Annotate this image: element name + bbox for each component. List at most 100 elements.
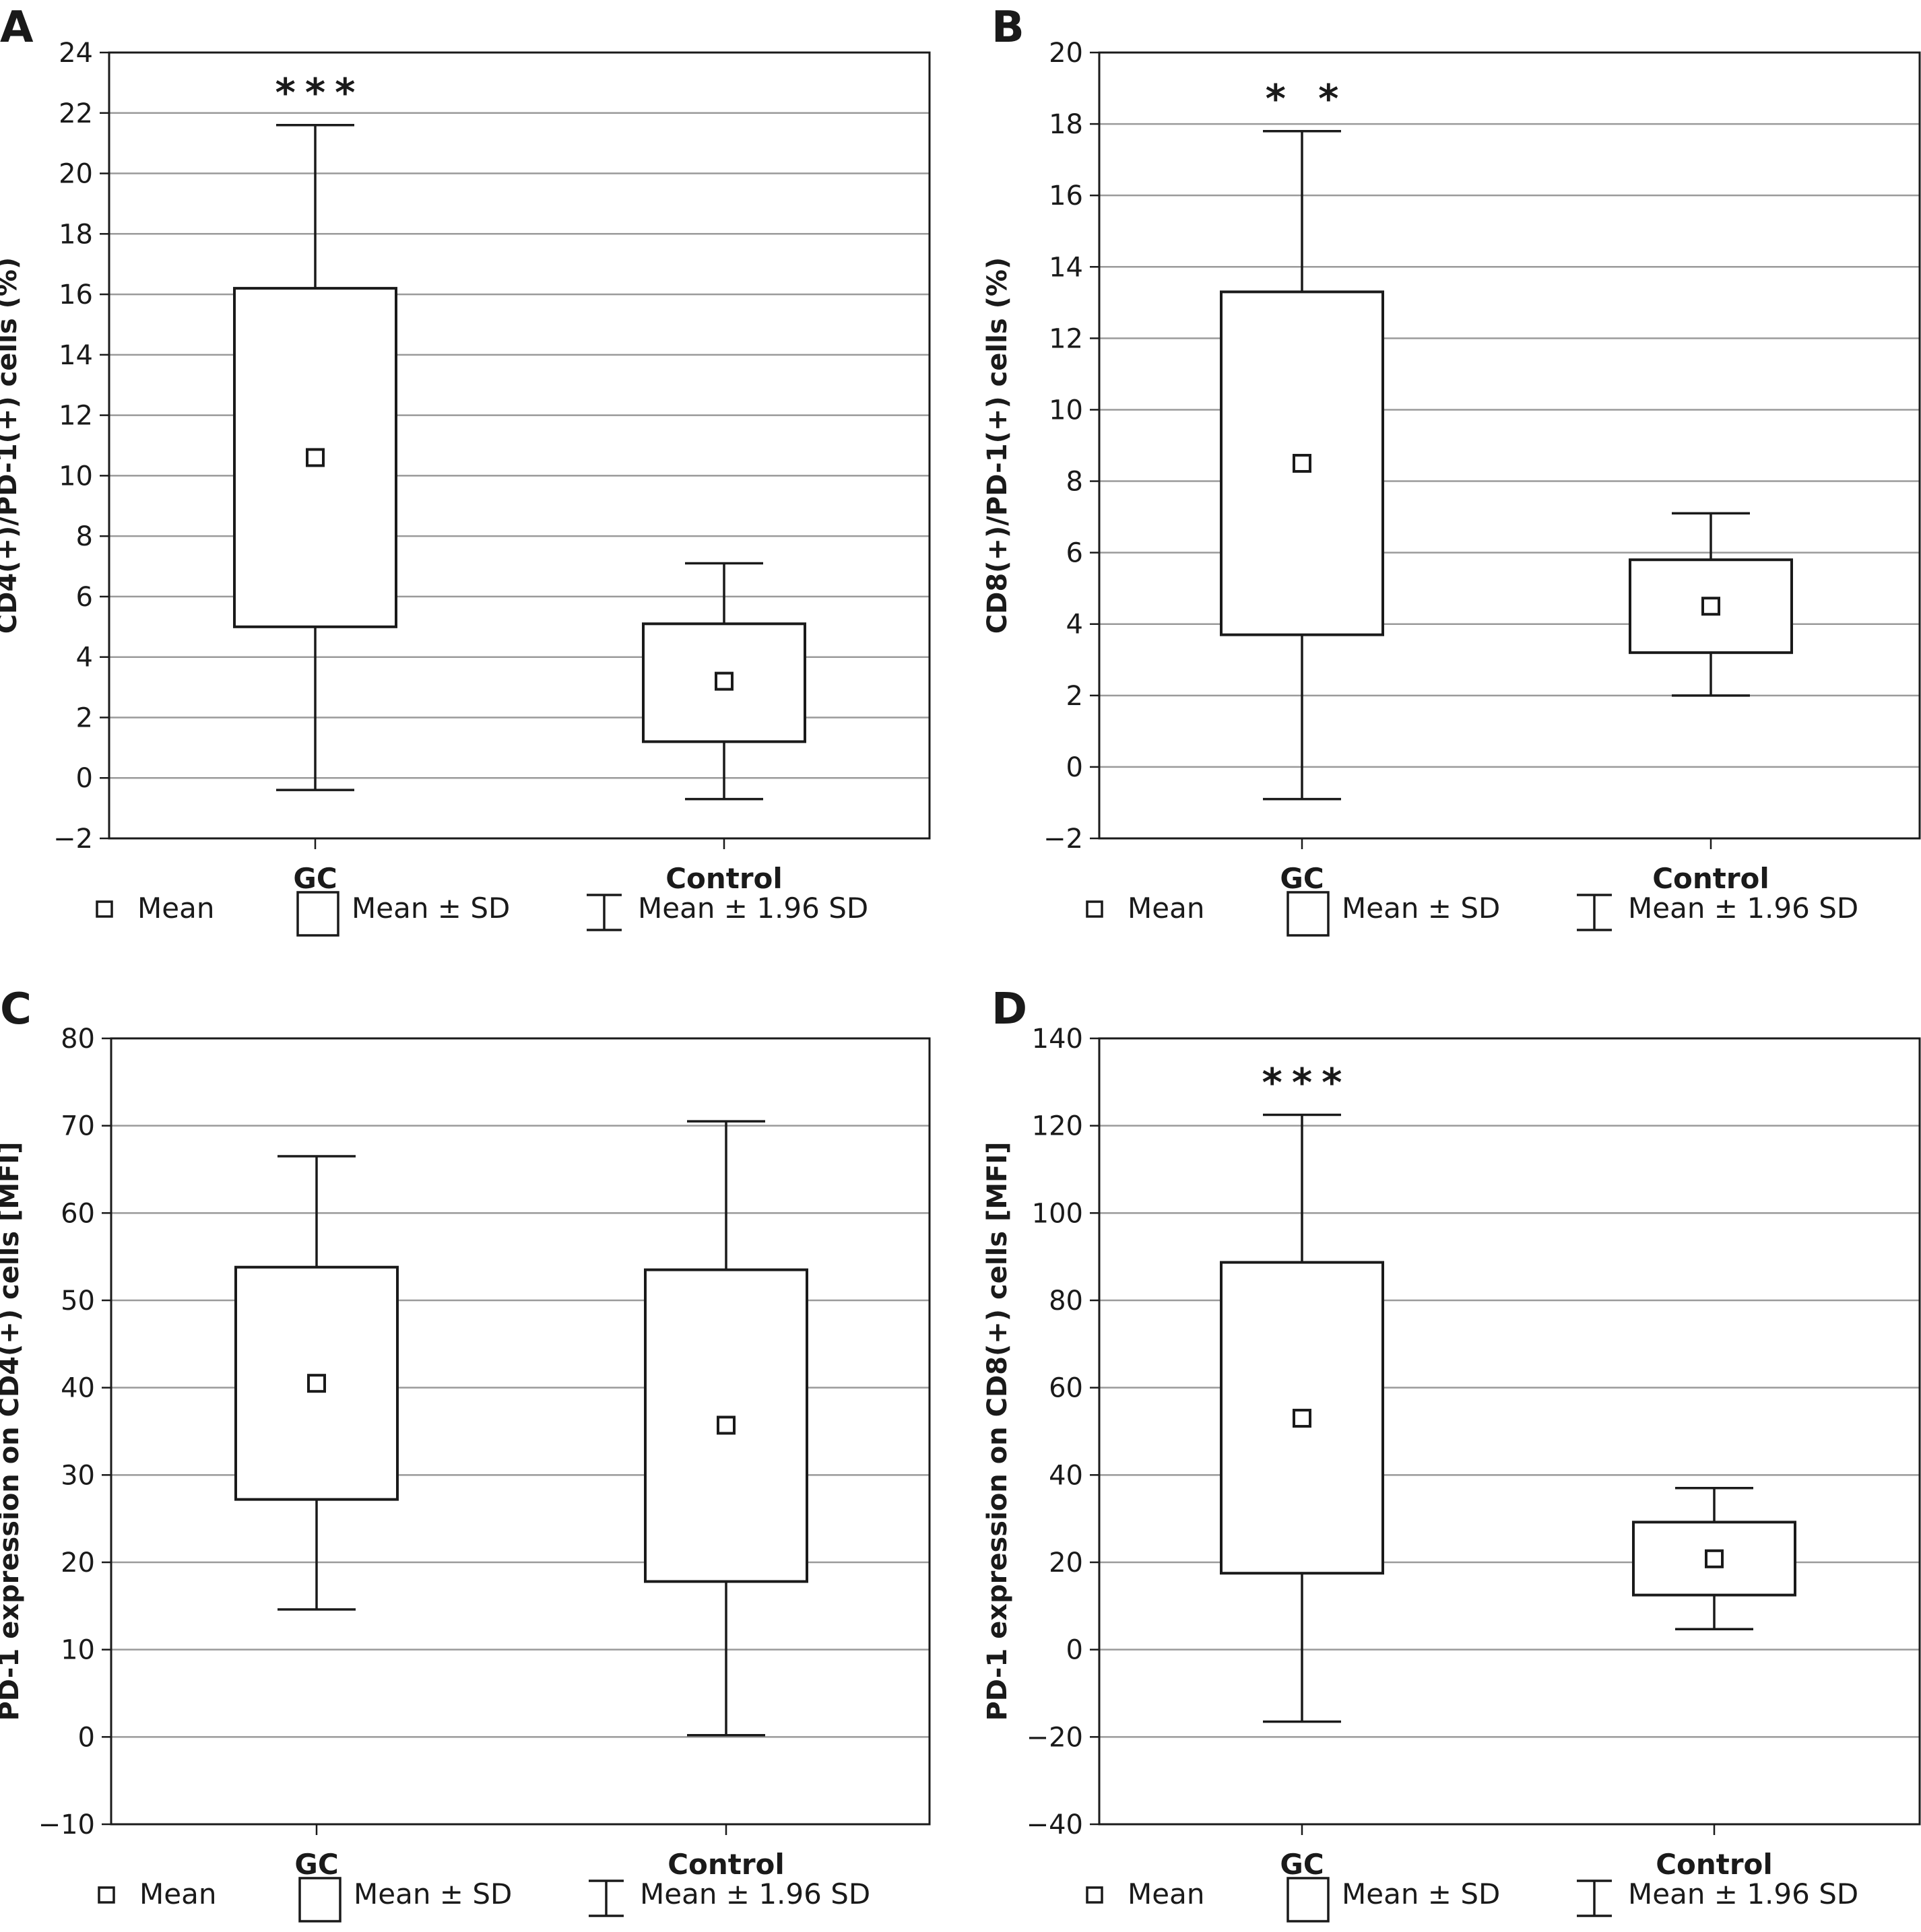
mean-marker [1293,454,1311,473]
y-tick-label: 10 [59,461,93,492]
x-tick-label: Control [1652,862,1769,895]
y-tick-label: 0 [76,763,93,794]
y-tick-label: 80 [61,1024,95,1055]
y-tick-label: 80 [1049,1286,1083,1317]
y-tick-label: 12 [1049,323,1083,354]
legend-mean-swatch [1086,1886,1103,1904]
x-tick-label: Control [668,1848,785,1881]
x-tick-label: GC [293,862,337,895]
y-tick-label: −10 [38,1809,95,1840]
legend: Mean Mean ± SD Mean ± 1.96 SD [98,1877,870,1923]
panel-letter: B [991,3,1024,53]
y-tick-label: 50 [61,1286,95,1317]
mean-marker [307,1374,326,1393]
y-axis-label: CD4(+)/PD-1(+) cells (%) [0,257,23,634]
y-tick-label: 60 [1049,1373,1083,1404]
plot-frame [1098,51,1921,840]
y-tick-label: −20 [1027,1722,1083,1753]
y-tick-label: −2 [1043,824,1083,855]
y-tick-label: 30 [61,1460,95,1491]
legend: Mean Mean ± SD Mean ± 1.96 SD [1086,1877,1858,1923]
y-tick-label: 6 [76,582,93,613]
y-tick-label: 40 [61,1373,95,1404]
legend-sd-swatch [296,891,339,937]
chart-panel-c: C −10 0 10 20 30 40 50 60 70 80 PD-1 expression on … [0,985,931,1923]
significance-stars: *** [1262,1059,1352,1105]
mean-marker [1701,597,1720,616]
legend-sd-swatch [1287,891,1330,937]
box-group-control: Control [1632,1487,1796,1881]
y-tick-label: 10 [61,1635,95,1666]
y-axis-label: CD8(+)/PD-1(+) cells (%) [982,257,1013,634]
box-group-gc: *** GC [1220,1059,1384,1881]
legend-mean-label: Mean [1128,1877,1204,1910]
y-tick-label: 14 [59,340,93,371]
y-tick-label: 4 [76,642,93,673]
legend-whisker-label: Mean ± 1.96 SD [1628,1877,1858,1910]
legend-whisker-label: Mean ± 1.96 SD [640,1877,870,1910]
y-tick-label: 6 [1066,538,1083,569]
panel-letter: C [0,985,32,1034]
legend: Mean Mean ± SD Mean ± 1.96 SD [96,891,868,937]
y-tick-label: 40 [1049,1460,1083,1491]
box-group-gc: *** GC [233,70,397,895]
y-tick-label: 16 [1049,180,1083,211]
plot-frame [108,51,931,840]
y-tick-label: 0 [78,1722,95,1753]
y-tick-label: 24 [59,38,93,69]
x-tick-label: GC [1280,1848,1324,1881]
plot-frame [110,1037,931,1826]
y-tick-label: 16 [59,279,93,310]
legend-mean-swatch [96,900,113,918]
legend-mean-label: Mean [1128,892,1204,925]
y-tick-label: 70 [61,1111,95,1142]
legend-sd-label: Mean ± SD [1342,892,1500,925]
legend-sd-label: Mean ± SD [352,892,510,925]
y-tick-label: 18 [1049,109,1083,140]
y-tick-label: 14 [1049,252,1083,283]
y-tick-label: 2 [1066,681,1083,712]
mean-marker [717,1415,736,1435]
legend-whisker-label: Mean ± 1.96 SD [638,892,868,925]
box-group-control: Control [1629,512,1793,895]
box-group-control: Control [642,562,806,895]
legend-mean-label: Mean [137,892,214,925]
y-tick-label: 2 [76,702,93,733]
mean-marker [1705,1549,1724,1568]
y-tick-label: 100 [1032,1198,1083,1229]
mean-marker [1293,1409,1311,1428]
x-tick-label: GC [1280,862,1324,895]
mean-marker [306,448,325,467]
y-tick-label: 22 [59,98,93,129]
y-tick-label: 10 [1049,395,1083,426]
legend-sd-label: Mean ± SD [354,1877,512,1910]
y-axis-label: PD-1 expression on CD4(+) cells [MFI] [0,1141,25,1721]
y-tick-label: 8 [76,521,93,552]
legend-mean-swatch [1086,900,1103,918]
legend-sd-swatch [1287,1877,1330,1923]
panel-letter: A [0,3,34,53]
legend-whisker-label: Mean ± 1.96 SD [1628,892,1858,925]
y-tick-label: 12 [59,401,93,432]
chart-panel-d: D −40 −20 0 20 40 60 80 100 120 140 PD-1 expression… [982,985,1921,1923]
box-group-gc: GC [234,1155,399,1881]
y-axis-label: PD-1 expression on CD8(+) cells [MFI] [982,1141,1013,1721]
y-tick-label: −40 [1027,1809,1083,1840]
y-tick-label: 20 [1049,1547,1083,1578]
y-tick-label: 0 [1066,752,1083,783]
x-tick-label: Control [665,862,783,895]
y-tick-label: 0 [1066,1635,1083,1666]
significance-stars: * * [1266,76,1348,122]
legend-mean-label: Mean [139,1877,216,1910]
y-tick-label: −2 [53,824,93,855]
significance-stars: *** [275,70,365,116]
plot-frame [1098,1037,1921,1826]
panel-letter: D [991,985,1027,1034]
legend: Mean Mean ± SD Mean ± 1.96 SD [1086,891,1858,937]
y-tick-label: 120 [1032,1111,1083,1142]
legend-mean-swatch [98,1886,115,1904]
x-tick-label: Control [1656,1848,1773,1881]
legend-sd-swatch [298,1877,341,1923]
